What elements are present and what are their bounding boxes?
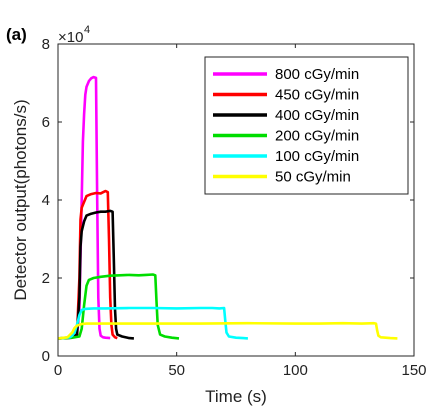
legend-label-0: 800 cGy/min: [275, 66, 359, 83]
x-tick-label: 0: [54, 362, 62, 379]
legend-items: 800 cGy/min 450 cGy/min 400 cGy/min 200 cGy…: [213, 66, 359, 186]
series-line-3: [57, 273, 180, 340]
legend-label-5: 50 cGy/min: [275, 169, 351, 186]
series-layer: [57, 75, 398, 340]
y-tick-label: 8: [42, 36, 50, 53]
y-tick-label: 0: [42, 348, 50, 365]
y-multiplier-exponent: 4: [84, 24, 90, 36]
legend-box: [204, 56, 409, 195]
y-axis-title: Detector output(photons/s): [11, 99, 30, 300]
x-tick-label: 50: [168, 362, 185, 379]
legend: 800 cGy/min 450 cGy/min 400 cGy/min 200 cGy…: [204, 56, 409, 195]
legend-label-2: 400 cGy/min: [275, 107, 359, 124]
x-tick-label: 150: [401, 362, 426, 379]
legend-label-1: 450 cGy/min: [275, 87, 359, 104]
series-line-2: [57, 209, 134, 340]
y-tick-label: 6: [42, 114, 50, 131]
y-multiplier-base: ×10: [58, 29, 83, 46]
panel-label: (a): [6, 25, 27, 44]
y-tick-label: 4: [42, 192, 50, 209]
series-line-5: [57, 321, 398, 340]
legend-label-4: 100 cGy/min: [275, 148, 359, 165]
tick-layer: 0 50 100 150 0 2 4 6 8: [42, 36, 427, 379]
legend-label-3: 200 cGy/min: [275, 128, 359, 145]
y-tick-label: 2: [42, 270, 50, 287]
x-axis-title: Time (s): [205, 387, 267, 406]
x-tick-label: 100: [283, 362, 308, 379]
